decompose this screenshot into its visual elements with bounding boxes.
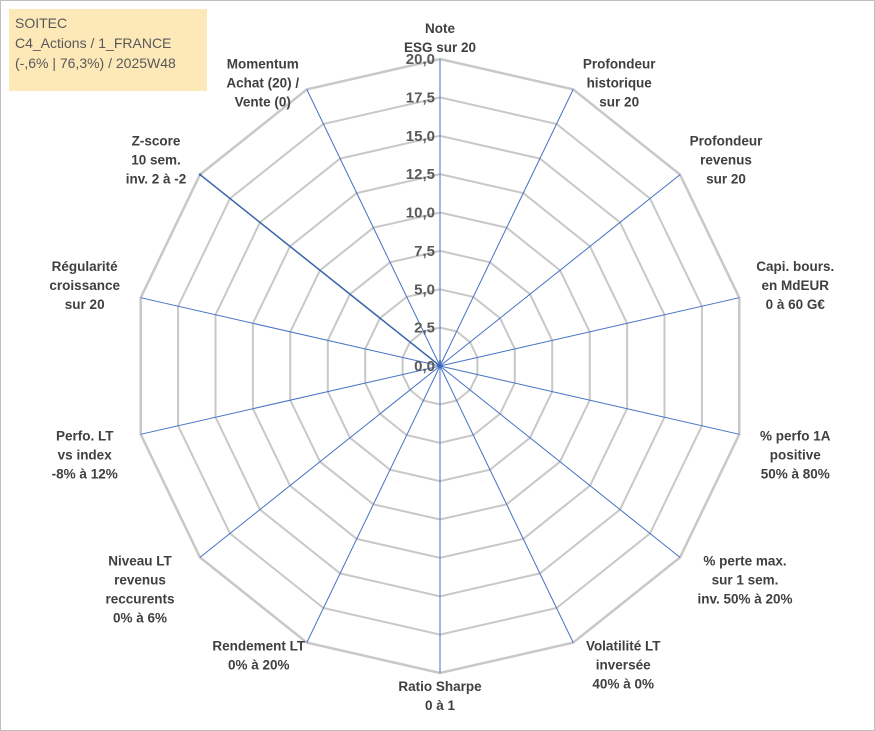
axis-label-5-line-2: inv. 50% à 20% [697, 591, 792, 606]
axis-label-3-line-0: Capi. bours. [756, 259, 834, 274]
title-category: C4_Actions / 1_FRANCE [15, 35, 172, 51]
axis-label-6: Volatilité LT inversée 40% à 0% [586, 639, 661, 692]
spoke-2 [439, 174, 681, 367]
spoke-4 [439, 365, 740, 435]
axis-label-10-line-2: -8% à 12% [52, 466, 118, 481]
radar-axis-labels: Note ESG sur 20 Profondeur historique sur 20… [49, 21, 834, 713]
title-company: SOITEC [15, 15, 68, 31]
axis-label-8-line-1: 0% à 20% [228, 658, 290, 673]
radar-series [198, 173, 442, 368]
axis-label-10-line-1: vs index [58, 447, 113, 462]
axis-label-10-line-0: Perfo. LT [56, 428, 114, 443]
axis-label-4-line-0: % perfo 1A [760, 428, 831, 443]
title-stats-week: (-,6% | 76,3%) / 2025W48 [15, 55, 176, 71]
axis-label-1-line-1: historique [587, 75, 653, 90]
axis-label-2-line-2: sur 20 [706, 172, 746, 187]
axis-label-0-line-1: ESG sur 20 [404, 40, 476, 55]
spoke-5 [439, 365, 681, 558]
axis-label-6-line-0: Volatilité LT [586, 639, 661, 654]
axis-label-7-line-0: Ratio Sharpe [398, 679, 482, 694]
axis-label-1: Profondeur historique sur 20 [583, 56, 656, 109]
axis-label-13-line-0: Momentum [227, 56, 299, 71]
axis-label-9-line-0: Niveau LT [108, 553, 172, 568]
axis-label-7: Ratio Sharpe 0 à 1 [398, 679, 482, 713]
axis-label-12-line-1: 10 sem. [131, 153, 181, 168]
axis-label-5-line-1: sur 1 sem. [712, 572, 779, 587]
axis-label-13-line-2: Vente (0) [235, 94, 291, 109]
axis-label-9-line-3: 0% à 6% [113, 610, 167, 625]
radar-tick-labels: 0,0 2,5 5,0 7,5 10,0 12,5 15,0 17,5 20,0 [406, 51, 435, 375]
axis-label-9-line-2: reccurents [105, 591, 174, 606]
axis-label-3-line-1: en MdEUR [762, 278, 830, 293]
tick-label-5: 12,5 [406, 166, 435, 183]
axis-label-12-line-2: inv. 2 à -2 [126, 172, 187, 187]
spoke-10 [140, 365, 441, 435]
series-point-12 [198, 173, 202, 176]
axis-label-10: Perfo. LT vs index -8% à 12% [52, 428, 118, 481]
axis-label-9-line-1: revenus [114, 572, 166, 587]
axis-label-0-line-0: Note [425, 21, 455, 36]
tick-label-1: 2,5 [414, 320, 435, 337]
axis-label-8-line-0: Rendement LT [212, 639, 306, 654]
spoke-11 [140, 297, 441, 367]
axis-label-6-line-1: inversée [596, 658, 651, 673]
tick-label-2: 5,0 [414, 281, 435, 298]
axis-label-12: Z-score 10 sem. inv. 2 à -2 [126, 134, 187, 187]
radar-spokes [140, 59, 740, 673]
axis-label-11-line-1: croissance [49, 278, 120, 293]
axis-label-6-line-2: 40% à 0% [592, 677, 654, 692]
axis-label-1-line-0: Profondeur [583, 56, 656, 71]
axis-label-11-line-2: sur 20 [65, 297, 105, 312]
spoke-9 [199, 365, 441, 558]
spoke-3 [439, 297, 740, 367]
axis-label-8: Rendement LT 0% à 20% [212, 639, 306, 673]
axis-label-4-line-1: positive [770, 447, 822, 462]
tick-label-7: 17,5 [406, 89, 435, 106]
axis-label-7-line-1: 0 à 1 [425, 698, 456, 713]
axis-label-13: Momentum Achat (20) / Vente (0) [226, 56, 299, 109]
axis-label-0: Note ESG sur 20 [404, 21, 476, 55]
axis-label-5-line-0: % perte max. [703, 553, 786, 568]
axis-label-1-line-2: sur 20 [599, 94, 639, 109]
tick-label-6: 15,0 [406, 128, 435, 145]
axis-label-2-line-0: Profondeur [690, 134, 763, 149]
title-box: SOITEC C4_Actions / 1_FRANCE (-,6% | 76,… [9, 9, 207, 91]
spoke-1 [439, 89, 574, 367]
axis-label-2: Profondeur revenus sur 20 [690, 134, 763, 187]
spoke-6 [439, 365, 574, 643]
axis-label-3-line-2: 0 à 60 G€ [766, 297, 826, 312]
axis-label-2-line-1: revenus [700, 153, 752, 168]
axis-label-11: Régularité croissance sur 20 [49, 259, 120, 312]
axis-label-13-line-1: Achat (20) / [226, 75, 299, 90]
axis-label-11-line-0: Régularité [52, 259, 119, 274]
axis-label-5: % perte max. sur 1 sem. inv. 50% à 20% [697, 553, 792, 606]
tick-label-8: 20,0 [406, 51, 435, 68]
series-point-0 [438, 360, 442, 363]
axis-label-9: Niveau LT revenus reccurents 0% à 6% [105, 553, 174, 625]
axis-label-4-line-2: 50% à 80% [761, 466, 830, 481]
tick-label-4: 10,0 [406, 205, 435, 222]
tick-label-3: 7,5 [414, 243, 435, 260]
spoke-13 [306, 89, 441, 367]
tick-label-0: 0,0 [414, 358, 435, 375]
spoke-8 [306, 365, 441, 643]
axis-label-4: % perfo 1A positive 50% à 80% [760, 428, 831, 481]
axis-label-12-line-0: Z-score [132, 134, 181, 149]
axis-label-3: Capi. bours. en MdEUR 0 à 60 G€ [756, 259, 834, 312]
series-point-13 [438, 364, 442, 368]
